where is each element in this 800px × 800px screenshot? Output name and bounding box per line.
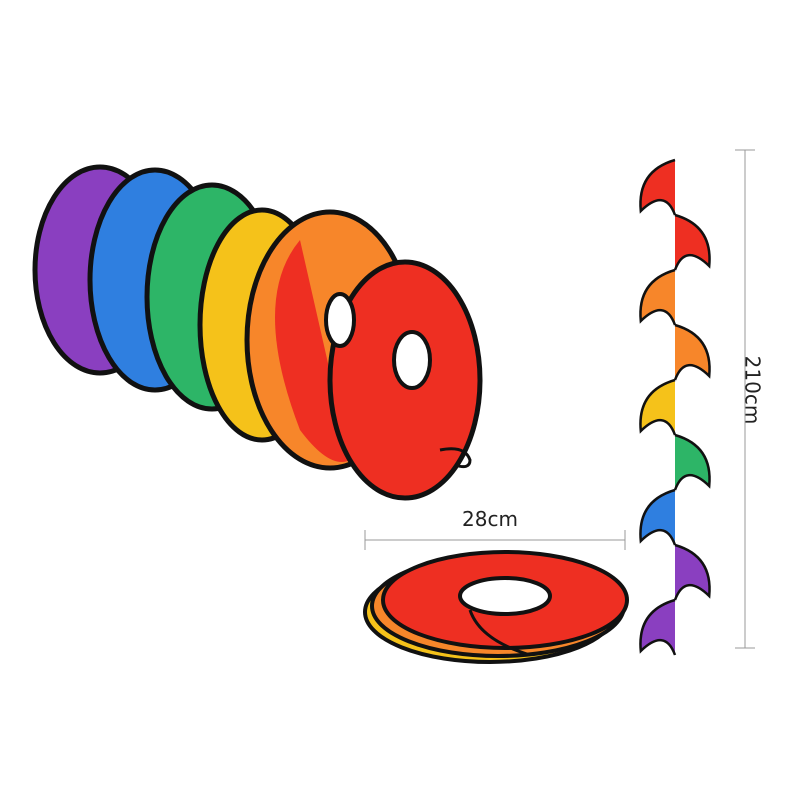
- folded-spinner: [363, 550, 629, 664]
- streamer-segment: [673, 213, 711, 271]
- width-label: 28cm: [462, 507, 518, 531]
- streamer-segment: [639, 488, 677, 546]
- streamer-segment: [673, 323, 711, 381]
- streamer-segment: [639, 268, 677, 326]
- height-label: 210cm: [740, 355, 765, 425]
- twisted-streamer: [639, 158, 711, 656]
- streamer-segment: [639, 378, 677, 436]
- height-dimension: [735, 149, 755, 649]
- streamer-segment: [639, 158, 677, 216]
- width-dimension: [364, 530, 626, 550]
- expanded-spiral: [32, 164, 483, 501]
- streamer-segment: [673, 543, 711, 601]
- streamer-segment: [673, 433, 711, 491]
- streamer-segment: [639, 598, 677, 656]
- hanging-loop: [439, 447, 472, 469]
- orange-hole: [324, 292, 356, 348]
- ring-hole: [392, 330, 432, 390]
